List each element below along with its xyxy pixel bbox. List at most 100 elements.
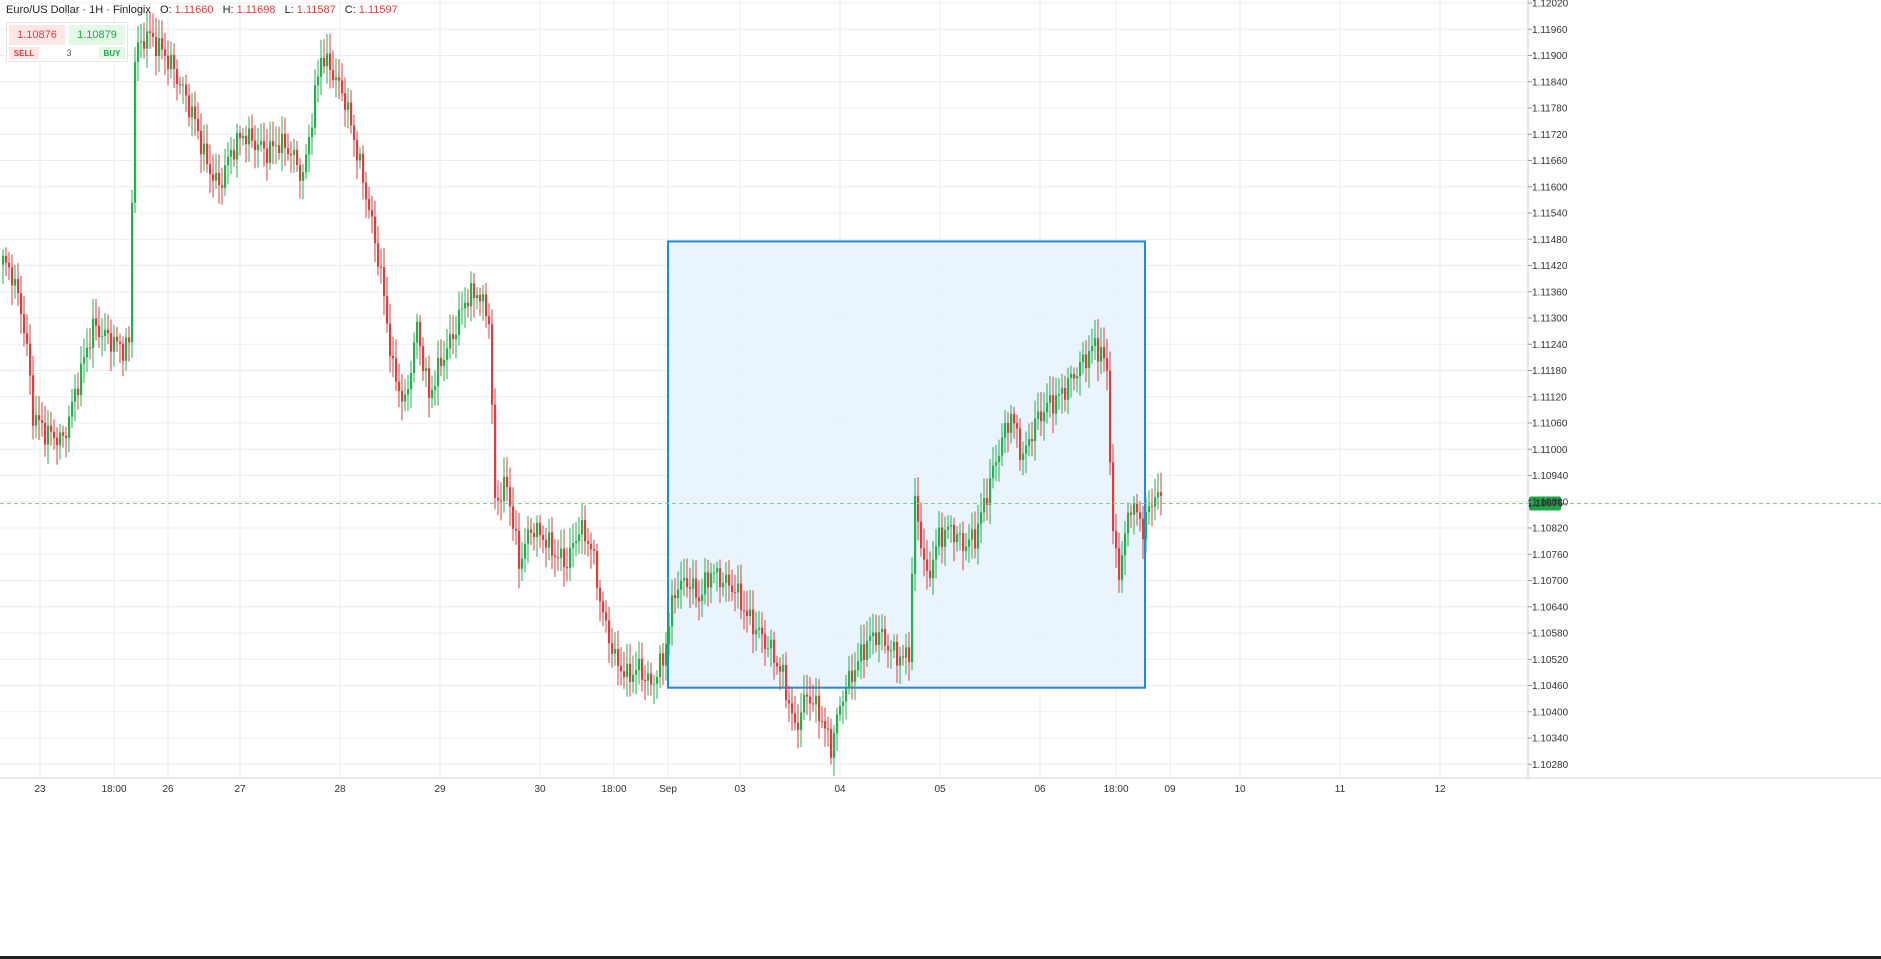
candle (530, 518, 533, 546)
candle-body (923, 548, 926, 560)
candle (563, 529, 566, 587)
candle-body (683, 578, 686, 581)
candle (944, 516, 947, 566)
y-tick-label: 1.10460 (1532, 681, 1569, 692)
candle-body (230, 150, 233, 157)
candle (704, 558, 707, 605)
candle-body (533, 532, 536, 538)
candle-body (32, 375, 35, 426)
candle-body (830, 728, 833, 758)
candle (14, 264, 17, 299)
candle (581, 503, 584, 555)
candle-body (548, 532, 551, 548)
candle-body (380, 266, 383, 268)
candle-body (740, 583, 743, 611)
candle-body (995, 462, 998, 466)
candle-body (599, 587, 602, 602)
candle (515, 510, 518, 545)
x-tick-label: 18:00 (101, 784, 126, 795)
candle (722, 572, 725, 597)
candles (2, 11, 1163, 776)
candle (506, 457, 509, 502)
candle-body (521, 558, 524, 569)
candle-body (107, 329, 110, 334)
candle-body (869, 636, 872, 641)
buy-button[interactable]: BUY (99, 47, 125, 59)
candle (746, 590, 749, 633)
candle (497, 480, 500, 516)
candle (701, 578, 704, 618)
candle-body (842, 701, 845, 707)
candle-body (974, 529, 977, 549)
candle-body (998, 455, 1001, 463)
candle-body (215, 172, 218, 181)
candle-body (638, 658, 641, 670)
candle (407, 374, 410, 411)
candle (365, 171, 368, 219)
candle-body (344, 93, 347, 110)
candle (1055, 378, 1058, 426)
y-tick-label: 1.10820 (1532, 524, 1569, 535)
candle-body (395, 358, 398, 382)
candle (134, 46, 137, 213)
candle (260, 123, 263, 152)
candle-body (29, 343, 32, 376)
candle (398, 363, 401, 408)
candle (1064, 375, 1067, 412)
candle (443, 340, 446, 382)
sell-button[interactable]: SELL (9, 47, 39, 59)
candle-body (197, 119, 200, 131)
candle-body (365, 182, 368, 200)
candle-body (1100, 347, 1103, 362)
x-tick-label: 29 (434, 784, 446, 795)
candle-body (278, 145, 281, 154)
candle (962, 521, 965, 571)
candle (1058, 378, 1061, 410)
candle-body (578, 534, 581, 541)
candle (584, 505, 587, 555)
candle (884, 615, 887, 654)
candle-body (1007, 423, 1010, 433)
candle (302, 164, 305, 200)
candle (977, 504, 980, 565)
buy-price-button[interactable]: 1.10879 (69, 25, 125, 45)
candle-body (179, 84, 182, 86)
candle-body (977, 523, 980, 549)
trade-panel: 1.10876 1.10879 SELL 3 BUY (6, 22, 128, 62)
quantity-field[interactable]: 3 (66, 48, 72, 58)
candle (1010, 404, 1013, 444)
candle-body (554, 555, 557, 558)
candle-body (335, 77, 338, 81)
candle (329, 33, 332, 89)
candle-body (572, 542, 575, 548)
candle-body (182, 84, 185, 86)
candle-body (920, 521, 923, 549)
candle (623, 651, 626, 689)
candle (1025, 431, 1028, 474)
candle-body (1154, 497, 1157, 507)
candle-body (1064, 388, 1067, 400)
x-tick-label: 26 (162, 784, 174, 795)
candle (716, 561, 719, 592)
candle (437, 340, 440, 406)
candle (998, 439, 1001, 482)
sell-price-button[interactable]: 1.10876 (9, 25, 65, 45)
candle-body (332, 70, 335, 81)
candle (617, 630, 620, 686)
x-tick-label: 12 (1434, 784, 1446, 795)
candle-body (1148, 506, 1151, 513)
candle (89, 327, 92, 360)
candle-body (506, 476, 509, 488)
candle-body (224, 165, 227, 188)
y-tick-label: 1.11120 (1532, 392, 1567, 403)
candle (1046, 383, 1049, 424)
candle-body (275, 145, 278, 147)
candle (941, 512, 944, 564)
candle-body (881, 629, 884, 633)
candle-body (146, 31, 149, 49)
candle (524, 528, 527, 573)
rectangle-drawing[interactable] (667, 240, 1146, 689)
candle (599, 579, 602, 622)
